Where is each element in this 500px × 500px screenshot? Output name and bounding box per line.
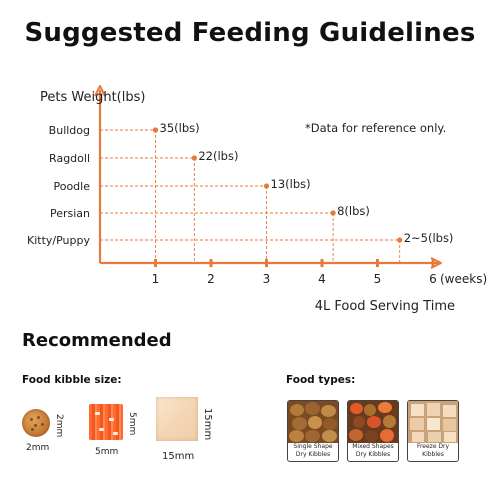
- cube-kibble-height: 15mm: [202, 408, 213, 441]
- single-shape-kibble-image: [288, 401, 338, 443]
- food-types-heading: Food types:: [286, 374, 356, 386]
- square-kibble-height: 5mm: [127, 412, 137, 436]
- pet-label: Ragdoll: [49, 152, 90, 165]
- data-label: 8(lbs): [337, 204, 370, 218]
- single-shape-label: Single Shape Dry Kibbles: [293, 443, 333, 458]
- data-point: [263, 183, 270, 189]
- data-point: [152, 127, 159, 133]
- reference-note: *Data for reference only.: [305, 121, 446, 135]
- round-kibble-image: [22, 409, 50, 437]
- pet-label: Kitty/Puppy: [27, 234, 90, 247]
- data-label: 22(lbs): [198, 149, 238, 163]
- page-title: Suggested Feeding Guidelines: [24, 18, 476, 48]
- data-label: 35(lbs): [160, 121, 200, 135]
- x-unit-label: (weeks): [440, 272, 487, 286]
- x-tick-label: 4: [318, 272, 326, 286]
- freeze-dry-label: Freeze Dry Kibbles: [416, 443, 450, 458]
- round-kibble-width: 2mm: [26, 443, 50, 453]
- data-label: 2~5(lbs): [404, 231, 454, 245]
- square-kibble-image: [89, 404, 123, 440]
- y-axis-arrow: [94, 85, 106, 97]
- pet-label: Poodle: [53, 180, 90, 193]
- pet-label: Bulldog: [49, 124, 90, 137]
- x-axis-title: 4L Food Serving Time: [315, 299, 455, 314]
- freeze-dry-kibble-image: [408, 401, 458, 443]
- feeding-chart: 1 2 3 4 5 6 (weeks) Pets Weight(lbs) 4L Food Ser…: [27, 85, 487, 314]
- data-label: 13(lbs): [271, 177, 311, 191]
- data-point: [191, 155, 197, 161]
- cube-kibble-image: [156, 397, 198, 441]
- food-type-single-shape: Single Shape Dry Kibbles: [287, 400, 339, 462]
- kibble-size-heading: Food kibble size:: [22, 374, 122, 386]
- data-point: [330, 210, 336, 216]
- cube-kibble-width: 15mm: [162, 451, 195, 462]
- round-kibble-height: 2mm: [54, 414, 64, 438]
- x-tick-label: 5: [374, 272, 382, 286]
- y-axis-title: Pets Weight(lbs): [40, 90, 145, 105]
- recommended-heading: Recommended: [22, 330, 172, 351]
- x-tick-label: 6: [429, 272, 437, 286]
- data-point: [397, 237, 403, 243]
- mixed-shapes-kibble-image: [348, 401, 398, 443]
- x-tick-label: 2: [207, 272, 215, 286]
- x-tick-label: 3: [263, 272, 271, 286]
- food-type-mixed-shapes: Mixed Shapes Dry Kibbles: [347, 400, 399, 462]
- x-tick-label: 1: [152, 272, 160, 286]
- square-kibble-width: 5mm: [95, 447, 119, 457]
- mixed-shapes-label: Mixed Shapes Dry Kibbles: [352, 443, 394, 458]
- pet-label: Persian: [50, 207, 90, 220]
- food-type-freeze-dry: Freeze Dry Kibbles: [407, 400, 459, 462]
